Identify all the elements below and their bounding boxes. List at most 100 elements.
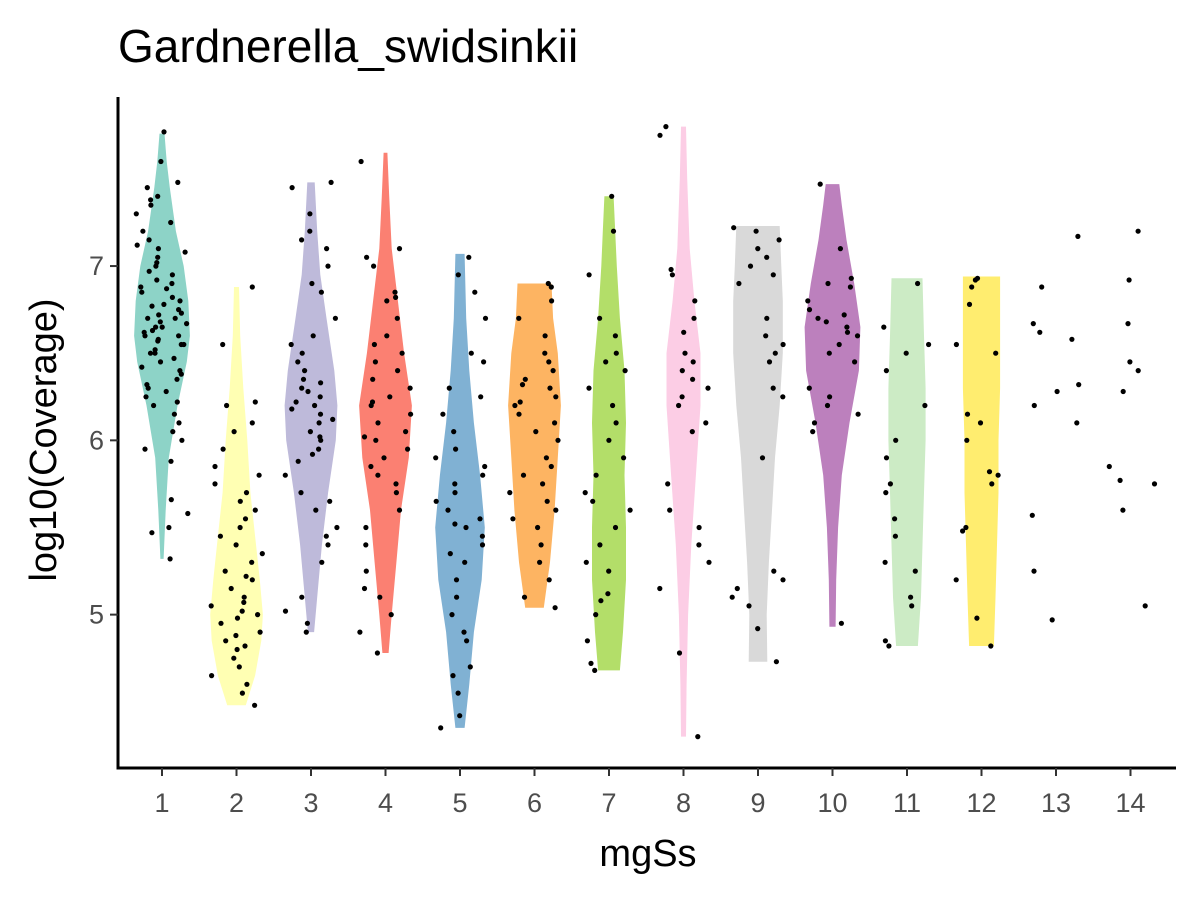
point-5 xyxy=(482,315,489,321)
point-1 xyxy=(149,530,155,536)
point-3 xyxy=(300,376,307,382)
point-2 xyxy=(259,551,265,557)
point-3 xyxy=(307,429,313,435)
point-10 xyxy=(848,275,854,281)
point-1 xyxy=(161,301,167,307)
point-12 xyxy=(986,469,993,475)
point-1 xyxy=(167,556,173,562)
x-tick-label: 9 xyxy=(750,788,765,818)
point-11 xyxy=(903,350,909,356)
x-tick-label: 13 xyxy=(1041,788,1071,818)
y-tick-label: 6 xyxy=(89,425,104,455)
point-8 xyxy=(676,650,683,656)
violin-3 xyxy=(284,182,338,633)
point-6 xyxy=(552,605,558,611)
point-9 xyxy=(729,594,735,600)
point-11 xyxy=(892,533,899,539)
point-7 xyxy=(590,498,596,504)
point-7 xyxy=(612,524,619,531)
point-11 xyxy=(883,455,890,461)
point-9 xyxy=(764,315,770,321)
point-2 xyxy=(217,533,223,539)
point-7 xyxy=(598,598,604,604)
point-6 xyxy=(544,498,550,504)
point-2 xyxy=(256,472,262,478)
point-2 xyxy=(249,559,255,565)
point-1 xyxy=(168,458,174,464)
point-4 xyxy=(393,490,399,496)
point-1 xyxy=(176,307,182,313)
point-6 xyxy=(543,455,550,461)
point-2 xyxy=(243,573,249,579)
point-3 xyxy=(325,263,331,269)
violin-4 xyxy=(359,152,412,654)
point-1 xyxy=(155,246,161,252)
point-1 xyxy=(157,319,163,325)
point-1 xyxy=(134,242,140,248)
point-12 xyxy=(974,615,980,621)
point-5 xyxy=(451,429,457,435)
point-7 xyxy=(588,660,594,667)
point-4 xyxy=(384,333,390,339)
point-7 xyxy=(610,228,617,234)
point-1 xyxy=(138,284,144,290)
point-13 xyxy=(1030,321,1036,327)
point-6 xyxy=(521,594,528,600)
point-4 xyxy=(396,507,403,513)
point-10 xyxy=(825,280,831,287)
point-3 xyxy=(307,211,313,217)
point-11 xyxy=(883,490,889,496)
point-4 xyxy=(363,568,369,574)
point-11 xyxy=(882,638,889,644)
point-13 xyxy=(1037,329,1043,335)
point-12 xyxy=(974,275,981,281)
point-2 xyxy=(231,429,237,435)
point-10 xyxy=(806,307,813,313)
point-8 xyxy=(691,315,697,321)
point-4 xyxy=(377,594,383,600)
point-4 xyxy=(405,446,411,452)
point-9 xyxy=(771,568,777,574)
point-1 xyxy=(184,321,190,327)
point-1 xyxy=(175,179,181,185)
point-13 xyxy=(1069,336,1075,342)
point-11 xyxy=(887,481,894,487)
point-1 xyxy=(169,280,175,287)
point-2 xyxy=(239,608,245,614)
point-4 xyxy=(368,463,374,470)
point-6 xyxy=(542,333,548,339)
point-5 xyxy=(453,577,460,583)
point-4 xyxy=(373,437,379,443)
point-3 xyxy=(334,524,340,531)
point-2 xyxy=(223,638,229,644)
point-6 xyxy=(553,394,559,400)
point-8 xyxy=(669,272,676,278)
point-5 xyxy=(438,725,444,731)
violin-12 xyxy=(962,276,1001,646)
point-5 xyxy=(449,612,455,618)
point-7 xyxy=(612,333,619,339)
point-4 xyxy=(369,399,376,405)
point-2 xyxy=(236,664,242,670)
point-2 xyxy=(228,585,234,592)
point-4 xyxy=(393,481,399,487)
point-4 xyxy=(403,429,409,435)
point-5 xyxy=(446,385,452,391)
x-tick-label: 14 xyxy=(1115,788,1145,818)
point-5 xyxy=(453,446,459,452)
point-6 xyxy=(545,280,551,287)
point-3 xyxy=(328,179,334,185)
point-4 xyxy=(364,254,370,260)
point-5 xyxy=(467,664,473,670)
point-3 xyxy=(327,498,333,504)
point-2 xyxy=(234,646,240,653)
point-14 xyxy=(1127,359,1133,365)
point-8 xyxy=(679,394,685,400)
point-9 xyxy=(736,280,742,287)
point-2 xyxy=(252,399,258,405)
point-1 xyxy=(163,388,169,395)
point-1 xyxy=(177,368,183,374)
point-2 xyxy=(252,702,258,708)
point-4 xyxy=(399,350,405,356)
x-axis-title: mgSs xyxy=(599,833,696,875)
